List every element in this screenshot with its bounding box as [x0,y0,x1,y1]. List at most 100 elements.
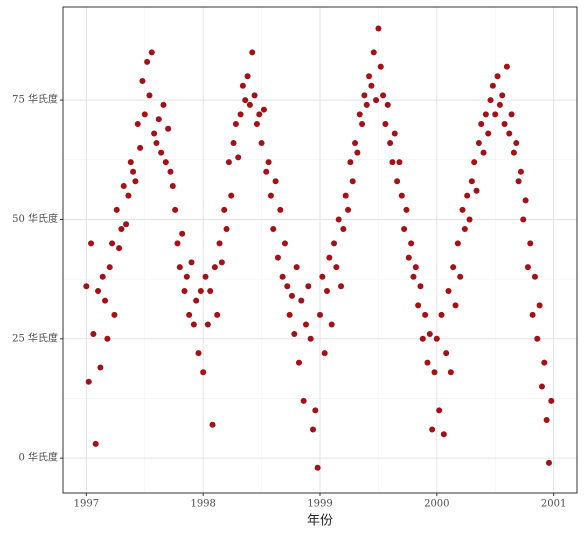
point [281,240,288,247]
point [489,82,496,89]
point [118,225,125,232]
point [408,240,415,247]
point [373,97,380,104]
point [188,259,195,266]
point [162,159,169,166]
point [389,159,396,166]
point [410,273,417,280]
point [328,321,335,328]
point [295,359,302,366]
point [545,459,552,466]
point [415,302,422,309]
point [298,297,305,304]
point [225,159,232,166]
point [515,178,522,185]
point [317,311,323,318]
point [506,130,513,137]
point [494,73,501,80]
point [352,140,359,147]
point [186,311,193,318]
point [125,192,132,199]
point [377,63,384,70]
point [468,178,475,185]
point [534,335,541,342]
point [387,140,394,147]
point [473,187,480,194]
x-axis-title: 年份 [307,514,333,529]
point [195,350,202,357]
point [256,111,263,118]
point [223,225,230,232]
y-tick-label: 25 华氏度 [12,331,58,344]
point [312,407,319,414]
point [270,225,277,232]
point [543,416,550,423]
point [291,331,298,338]
point [429,426,436,433]
point [338,283,345,290]
point [342,192,349,199]
point [165,125,172,132]
point [536,302,543,309]
point [433,335,440,342]
point [200,369,207,376]
point [284,283,291,290]
y-tick-label: 0 华氏度 [18,451,58,464]
point [209,421,216,428]
point [424,359,431,366]
point [120,183,127,190]
point [109,240,116,247]
point [193,297,200,304]
point [529,311,536,318]
point [216,240,223,247]
point [260,106,267,113]
point [267,192,274,199]
point [459,206,466,213]
point [123,221,130,228]
point [265,159,272,166]
point [396,159,403,166]
point [237,111,244,118]
point [279,273,286,280]
point [331,240,338,247]
point [508,111,515,118]
point [356,111,363,118]
point [253,120,260,127]
point [232,120,239,127]
point [300,397,307,404]
y-tick-label: 50 华氏度 [12,212,58,225]
point [235,154,242,161]
x-tick-label: 2001 [541,499,566,510]
point [309,426,316,433]
point [104,335,111,342]
point [230,140,237,147]
point [492,111,499,118]
point [466,216,473,223]
point [85,378,92,385]
point [286,311,293,318]
point [172,206,179,213]
point [305,283,312,290]
point [134,120,141,127]
point [151,130,158,137]
point [464,192,471,199]
point [363,101,370,108]
point [277,206,284,213]
point [181,288,188,295]
point [302,321,309,328]
point [475,140,482,147]
x-tick-label: 2000 [424,499,449,510]
point [457,273,464,280]
point [246,101,253,108]
point [113,206,120,213]
point [127,159,134,166]
point [90,331,97,338]
point [445,288,452,295]
point [522,197,529,204]
point [116,245,123,252]
point [359,120,366,127]
point [452,302,459,309]
point [307,335,314,342]
point [354,149,361,156]
y-tick-label: 75 华氏度 [12,93,58,106]
